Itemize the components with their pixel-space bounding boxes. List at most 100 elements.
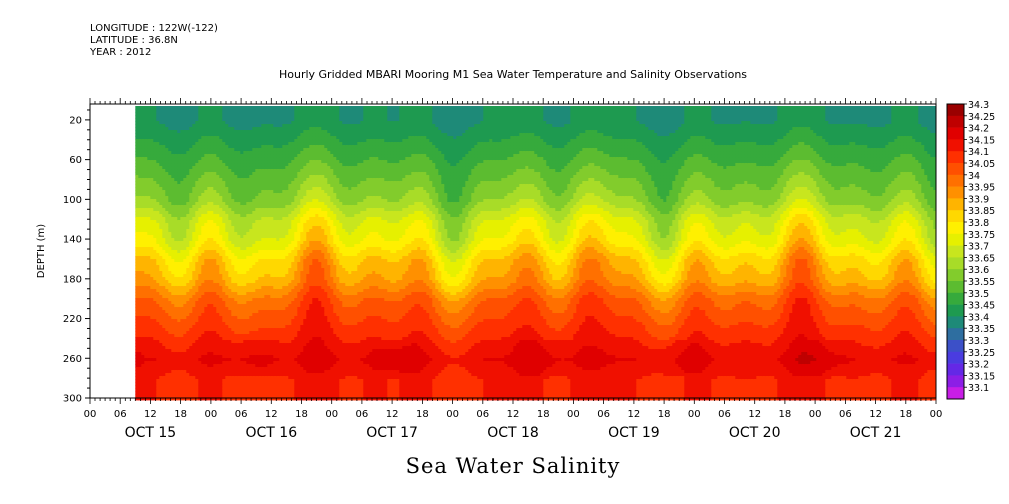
salinity-cell [273,196,277,200]
salinity-cell [180,178,184,182]
salinity-cell [162,313,166,317]
salinity-cell [168,223,172,227]
salinity-cell [270,346,274,350]
salinity-cell [234,247,238,251]
salinity-cell [156,214,160,218]
salinity-cell [228,133,232,137]
salinity-cell [216,163,220,167]
salinity-cell [282,373,286,377]
salinity-cell [135,205,139,209]
salinity-cell [255,217,259,221]
salinity-cell [204,310,208,314]
salinity-cell [189,343,193,347]
salinity-cell [135,274,139,278]
salinity-cell [276,136,280,140]
salinity-cell [150,124,154,128]
salinity-cell [153,157,157,161]
salinity-cell [177,154,181,158]
salinity-cell [189,289,193,293]
salinity-cell [237,376,241,380]
salinity-cell [162,121,166,125]
salinity-cell [279,136,283,140]
salinity-cell [264,355,268,359]
salinity-cell [138,265,142,269]
salinity-cell [228,313,232,317]
salinity-cell [135,298,139,302]
salinity-cell [270,166,274,170]
salinity-cell [195,241,199,245]
salinity-cell [135,112,139,116]
salinity-cell [222,346,226,350]
salinity-cell [159,184,163,188]
salinity-cell [225,220,229,224]
salinity-cell [246,262,250,266]
salinity-cell [171,136,175,140]
salinity-cell [264,124,268,128]
salinity-cell [198,376,202,380]
salinity-cell [159,130,163,134]
salinity-cell [255,196,259,200]
salinity-cell [171,337,175,341]
salinity-cell [153,211,157,215]
salinity-cell [135,193,139,197]
salinity-cell [192,322,196,326]
salinity-cell [201,292,205,296]
salinity-cell [189,178,193,182]
salinity-cell [237,316,241,320]
salinity-cell [237,145,241,149]
salinity-cell [234,316,238,320]
salinity-cell [141,199,145,203]
salinity-cell [276,217,280,221]
salinity-cell [285,310,289,314]
salinity-cell [267,307,271,311]
salinity-cell [141,166,145,170]
salinity-cell [213,340,217,344]
salinity-cell [231,127,235,131]
salinity-cell [270,376,274,380]
salinity-cell [144,295,148,299]
salinity-cell [213,325,217,329]
salinity-cell [165,253,169,257]
salinity-cell [243,238,247,242]
salinity-cell [186,316,190,320]
salinity-cell [159,121,163,125]
salinity-cell [213,223,217,227]
salinity-cell [141,214,145,218]
salinity-cell [204,298,208,302]
salinity-cell [186,301,190,305]
salinity-cell [267,211,271,215]
salinity-cell [246,145,250,149]
salinity-cell [207,280,211,284]
salinity-cell [144,259,148,263]
salinity-cell [246,187,250,191]
salinity-cell [174,139,178,143]
salinity-cell [138,271,142,275]
salinity-cell [258,154,262,158]
salinity-cell [162,199,166,203]
salinity-cell [156,154,160,158]
salinity-cell [264,298,268,302]
salinity-cell [252,334,256,338]
salinity-cell [237,109,241,113]
salinity-cell [141,373,145,377]
salinity-cell [201,340,205,344]
salinity-cell [180,286,184,290]
salinity-cell [246,397,250,401]
salinity-cell [195,109,199,113]
salinity-cell [267,361,271,365]
salinity-cell [270,127,274,131]
salinity-cell [219,184,223,188]
salinity-cell [228,223,232,227]
salinity-cell [183,250,187,254]
salinity-cell [252,307,256,311]
salinity-cell [213,388,217,392]
salinity-cell [243,205,247,209]
salinity-cell [165,127,169,131]
salinity-cell [234,175,238,179]
salinity-cell [192,385,196,389]
salinity-cell [207,112,211,116]
salinity-cell [243,316,247,320]
salinity-cell [258,289,262,293]
salinity-cell [177,121,181,125]
salinity-cell [150,328,154,332]
